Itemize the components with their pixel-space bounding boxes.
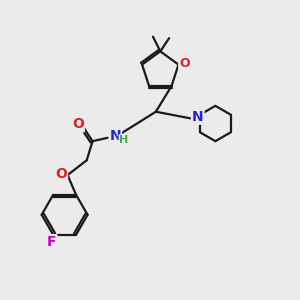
Text: O: O [72, 117, 84, 131]
Text: O: O [55, 167, 67, 181]
Text: F: F [47, 235, 56, 249]
Text: O: O [179, 57, 190, 70]
Text: N: N [110, 129, 121, 143]
Text: H: H [119, 135, 129, 145]
Text: N: N [192, 110, 203, 124]
